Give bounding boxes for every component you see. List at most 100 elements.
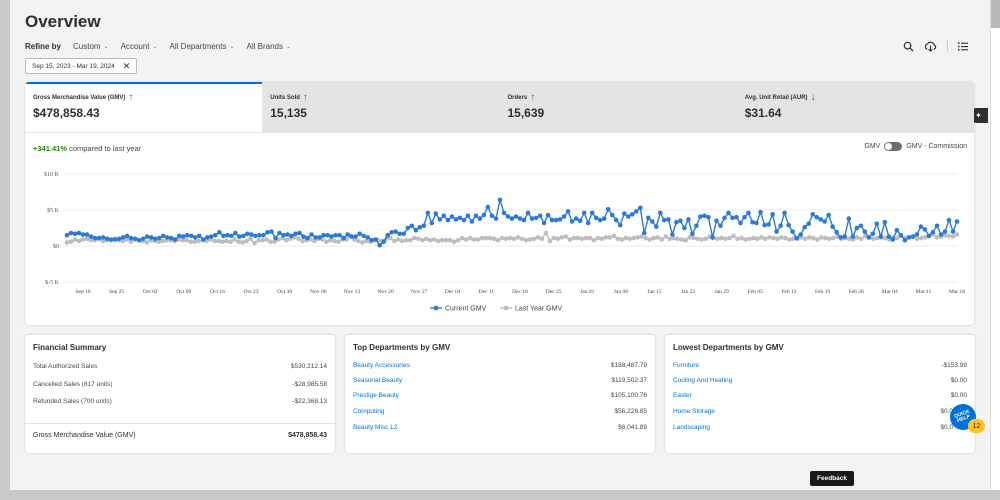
data-point	[112, 237, 118, 242]
data-point	[277, 230, 282, 236]
data-point	[241, 233, 246, 239]
data-point	[68, 230, 74, 236]
y-tick-label: $0	[53, 243, 59, 250]
data-point	[759, 235, 764, 240]
tile-label: Gross Merchandise Value (GMV)	[33, 95, 126, 101]
data-point	[750, 219, 755, 225]
data-point	[461, 217, 467, 223]
department-link[interactable]: Beauty Accessories	[353, 362, 410, 369]
data-point	[541, 220, 547, 226]
filter-custom-dropdown[interactable]: Custom ⌄	[73, 42, 109, 51]
data-point	[449, 214, 455, 219]
department-link[interactable]: Seasonal Beauty	[353, 377, 403, 384]
tile-orders[interactable]: Orders ↑ 15,639	[499, 82, 737, 133]
tile-units-sold[interactable]: Units Sold ↑ 15,135	[262, 82, 500, 133]
data-point	[746, 210, 751, 216]
data-point	[132, 236, 138, 242]
data-point	[619, 237, 625, 242]
data-point	[639, 234, 644, 239]
data-point	[575, 235, 581, 241]
data-point	[477, 216, 483, 221]
department-link[interactable]: Cooling And Heating	[673, 377, 733, 384]
data-point	[425, 210, 431, 216]
tile-gmv[interactable]: Gross Merchandise Value (GMV) ↑ $478,858.…	[25, 82, 263, 133]
data-point	[309, 232, 314, 237]
data-point	[337, 232, 342, 238]
data-point	[742, 214, 747, 220]
data-point	[421, 223, 427, 229]
gmv-commission-toggle[interactable]	[884, 142, 903, 151]
data-point	[591, 237, 597, 243]
data-point	[938, 232, 944, 237]
data-point	[810, 212, 815, 217]
data-point	[946, 233, 952, 239]
data-point	[453, 217, 459, 222]
data-point	[642, 230, 647, 236]
filter-account-dropdown[interactable]: Account ⌄	[120, 42, 158, 51]
list-icon[interactable]	[958, 42, 968, 51]
x-tick-label: Feb 19	[815, 289, 830, 295]
data-point	[471, 237, 477, 242]
department-link[interactable]: Easter	[673, 392, 692, 399]
data-point	[790, 229, 795, 234]
data-point	[694, 223, 699, 229]
data-point	[457, 215, 463, 221]
department-link[interactable]: Home Storage	[673, 408, 715, 415]
data-point	[328, 237, 333, 243]
data-point	[726, 210, 731, 216]
data-point	[305, 235, 310, 241]
right-scrollbar[interactable]	[990, 0, 1000, 490]
data-point	[565, 209, 571, 214]
filter-departments-dropdown[interactable]: All Departments ⌄	[169, 42, 235, 51]
gmv-toggle-row: GMV GMV - Commission	[864, 142, 967, 151]
data-point	[435, 238, 441, 244]
data-point	[332, 238, 337, 244]
data-point	[301, 234, 306, 239]
filter-brands-dropdown[interactable]: All Brands ⌄	[246, 42, 292, 51]
data-point	[531, 236, 537, 242]
arrow-up-icon: ↑	[302, 92, 308, 103]
department-link[interactable]: Furniture	[673, 362, 700, 369]
scrollbar-thumb[interactable]	[991, 0, 1000, 28]
arrow-down-icon: ↓	[810, 92, 816, 103]
data-point	[862, 229, 868, 234]
data-point	[325, 232, 330, 238]
close-icon[interactable]: ✕	[122, 60, 131, 71]
data-point	[654, 224, 659, 229]
data-point	[894, 227, 900, 233]
search-icon[interactable]	[903, 41, 914, 52]
data-point	[650, 219, 655, 224]
data-point	[549, 217, 555, 223]
bottom-scrollbar[interactable]	[0, 490, 1000, 500]
data-point	[345, 232, 350, 237]
data-point	[403, 237, 409, 243]
data-point	[573, 216, 579, 221]
data-point	[770, 212, 775, 217]
cloud-download-icon[interactable]	[924, 41, 937, 52]
data-point	[794, 235, 799, 241]
department-link[interactable]: Beauty Misc L2	[353, 424, 398, 431]
department-link[interactable]: Computing	[353, 408, 385, 415]
data-point	[587, 235, 593, 241]
x-tick-label: Nov 13	[344, 289, 361, 295]
data-point	[392, 238, 397, 244]
date-range-chip[interactable]: Sep 15, 2023 - Mar 19, 2024 ✕	[25, 58, 138, 74]
data-point	[389, 230, 395, 235]
data-point	[364, 238, 369, 244]
department-link[interactable]: Prestige Beauty	[353, 392, 399, 399]
tile-aur[interactable]: Avg. Unit Retail (AUR) ↓ $31.64	[736, 82, 974, 133]
tile-value: $31.64	[744, 106, 782, 120]
data-point	[265, 230, 270, 235]
data-point	[613, 217, 619, 223]
data-point	[563, 234, 569, 239]
data-point	[415, 236, 421, 242]
left-scrollbar[interactable]	[0, 0, 10, 490]
data-point	[754, 220, 759, 226]
feedback-button[interactable]: Feedback	[810, 471, 854, 486]
financial-summary-panel: Financial Summary Total Authorized Sales…	[25, 335, 335, 453]
data-point	[555, 236, 561, 242]
arrow-up-icon: ↑	[530, 92, 536, 103]
data-point	[64, 232, 70, 238]
department-link[interactable]: Landscaping	[673, 424, 710, 431]
data-point	[84, 236, 90, 242]
